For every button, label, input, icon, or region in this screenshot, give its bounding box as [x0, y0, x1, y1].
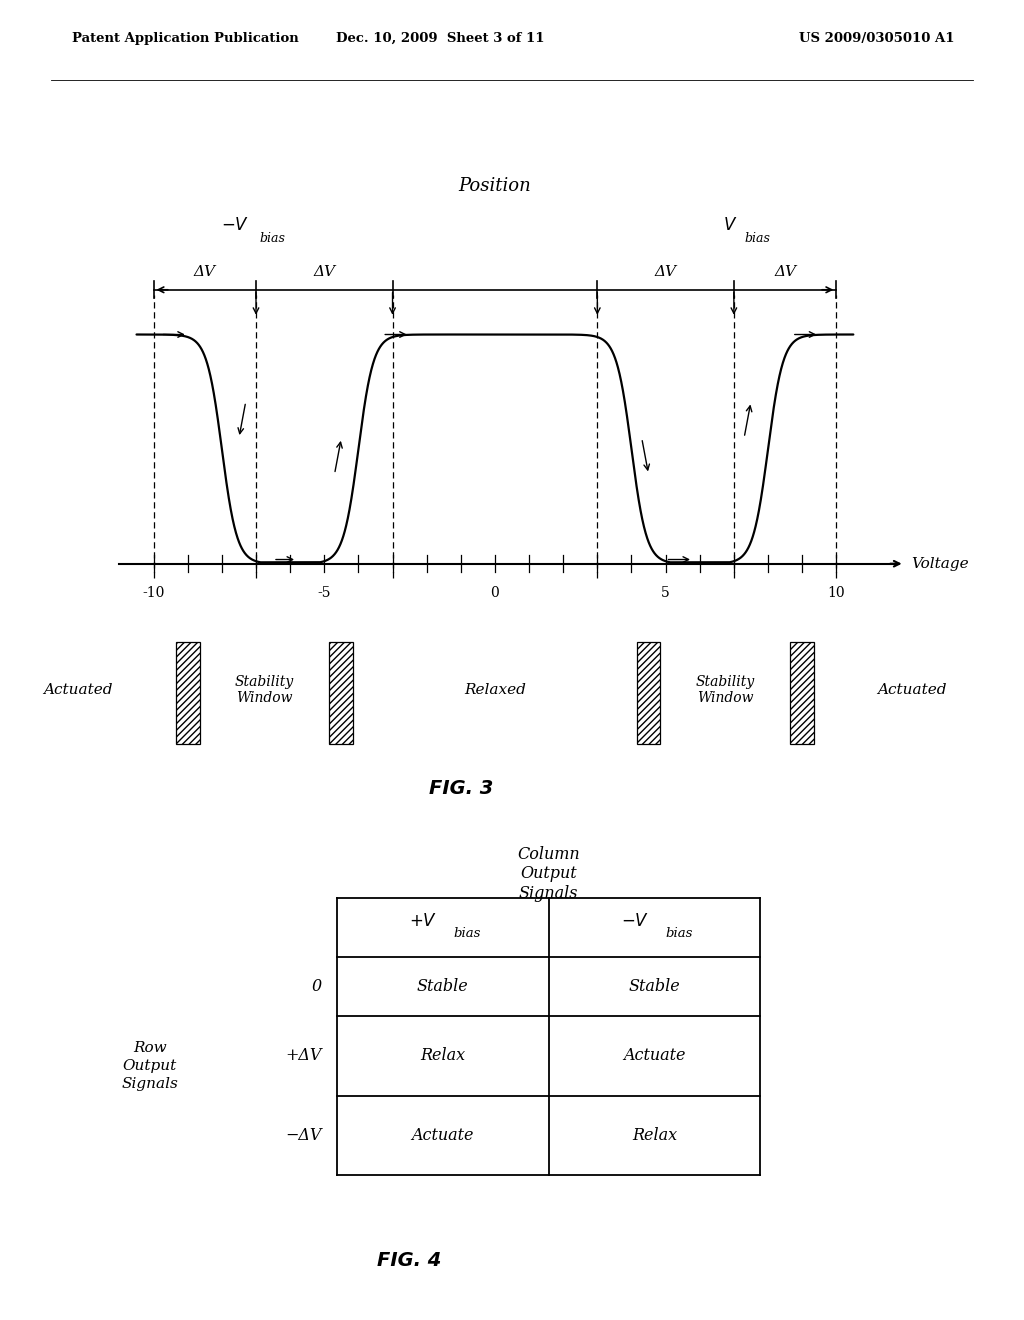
- Text: Actuated: Actuated: [43, 682, 113, 697]
- Text: Output: Output: [520, 866, 577, 882]
- Text: ΔV: ΔV: [313, 264, 335, 279]
- Text: +ΔV: +ΔV: [285, 1048, 322, 1064]
- Text: $V$: $V$: [723, 216, 737, 234]
- Text: $-V$: $-V$: [221, 216, 249, 234]
- Text: $-V$: $-V$: [621, 913, 649, 929]
- Text: -10: -10: [142, 586, 165, 601]
- Text: Stability
Window: Stability Window: [695, 675, 755, 705]
- Text: Relax: Relax: [420, 1048, 466, 1064]
- Bar: [176, 643, 200, 744]
- Text: bias: bias: [454, 927, 481, 940]
- Text: Stable: Stable: [629, 978, 680, 995]
- Text: bias: bias: [744, 232, 770, 246]
- Text: Actuate: Actuate: [412, 1127, 474, 1143]
- Text: US 2009/0305010 A1: US 2009/0305010 A1: [799, 32, 954, 45]
- Text: ΔV: ΔV: [774, 264, 796, 279]
- Text: 10: 10: [827, 586, 845, 601]
- Text: Actuated: Actuated: [878, 682, 947, 697]
- Bar: [330, 643, 353, 744]
- Text: Relax: Relax: [632, 1127, 677, 1143]
- Text: $+V$: $+V$: [410, 913, 437, 929]
- Text: ΔV: ΔV: [654, 264, 677, 279]
- Text: FIG. 4: FIG. 4: [378, 1251, 441, 1270]
- Bar: [791, 643, 814, 744]
- Text: Signals: Signals: [519, 886, 579, 902]
- Text: Column: Column: [517, 846, 580, 862]
- Text: FIG. 3: FIG. 3: [429, 779, 493, 799]
- Text: -5: -5: [317, 586, 331, 601]
- Text: ΔV: ΔV: [194, 264, 216, 279]
- Bar: [637, 643, 660, 744]
- Text: Voltage: Voltage: [911, 557, 969, 570]
- Text: Stability
Window: Stability Window: [234, 675, 294, 705]
- Text: Stable: Stable: [417, 978, 469, 995]
- Text: bias: bias: [259, 232, 286, 246]
- Text: 0: 0: [490, 586, 500, 601]
- Text: Patent Application Publication: Patent Application Publication: [72, 32, 298, 45]
- Text: Row
Output
Signals: Row Output Signals: [122, 1040, 178, 1092]
- Text: 5: 5: [662, 586, 670, 601]
- Text: −ΔV: −ΔV: [285, 1127, 322, 1143]
- Text: Relaxed: Relaxed: [464, 682, 526, 697]
- Text: Dec. 10, 2009  Sheet 3 of 11: Dec. 10, 2009 Sheet 3 of 11: [336, 32, 545, 45]
- Text: Position: Position: [459, 177, 531, 195]
- Text: 0: 0: [311, 978, 322, 995]
- Text: bias: bias: [666, 927, 692, 940]
- Text: Actuate: Actuate: [624, 1048, 686, 1064]
